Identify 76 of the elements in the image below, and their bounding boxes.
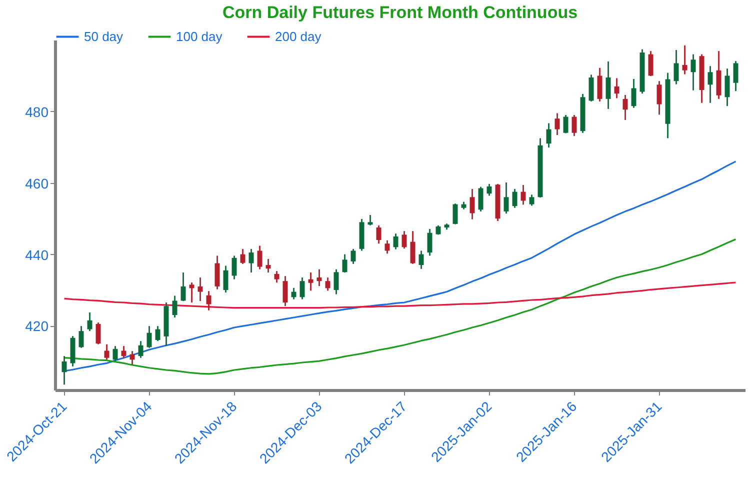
candlestick — [656, 80, 662, 116]
candlestick — [342, 254, 348, 274]
candlestick — [733, 60, 738, 92]
y-tick-label: 480 — [25, 104, 49, 120]
candlestick — [572, 114, 577, 137]
candlestick — [512, 188, 518, 209]
candlestick — [554, 112, 560, 136]
candlestick — [232, 255, 237, 280]
legend-label: 200 day — [275, 28, 322, 44]
y-tick-label: 460 — [25, 175, 49, 192]
candlestick — [376, 224, 382, 244]
y-tick-label: 420 — [25, 318, 49, 334]
candlestick — [724, 68, 730, 107]
candlestick — [146, 325, 152, 349]
candlestick — [682, 44, 688, 75]
candlestick — [410, 230, 416, 265]
candlestick — [350, 248, 356, 265]
candlestick — [597, 67, 602, 102]
candlestick — [622, 94, 628, 121]
candlestick — [104, 344, 110, 360]
candlestick — [708, 65, 713, 104]
candlestick — [62, 355, 67, 386]
candlestick — [368, 214, 373, 226]
legend-label: 50 day — [84, 28, 124, 44]
candlestick — [240, 248, 246, 265]
chart-title: Corn Daily Futures Front Month Continuous — [222, 3, 578, 22]
candlestick — [325, 276, 330, 292]
candlestick — [427, 228, 432, 256]
candlestick — [690, 54, 696, 92]
y-tick-label: 440 — [25, 246, 49, 263]
candlestick — [189, 282, 194, 304]
candlestick — [470, 188, 475, 220]
candlestick — [172, 295, 178, 318]
candlestick — [478, 186, 484, 212]
candlestick — [504, 182, 509, 214]
candlestick — [223, 265, 228, 294]
candlestick — [214, 255, 220, 290]
candlestick — [121, 345, 126, 359]
candlestick — [300, 276, 305, 300]
candlestick — [606, 60, 611, 110]
candlestick — [112, 345, 118, 362]
candlestick — [384, 240, 390, 254]
candlestick — [248, 248, 254, 274]
candlestick — [198, 276, 203, 302]
candlestick — [130, 350, 135, 366]
candlestick — [274, 270, 280, 284]
candlestick — [393, 232, 398, 250]
candlestick — [614, 78, 620, 99]
candlestick — [155, 325, 160, 342]
candlestick — [96, 322, 101, 345]
candlestick — [266, 258, 271, 274]
candlestick — [334, 268, 339, 295]
candlestick — [563, 114, 568, 134]
candlestick — [78, 325, 84, 349]
candlestick — [308, 272, 314, 292]
candlestick — [87, 312, 92, 332]
line-series — [63, 238, 737, 375]
candlestick — [486, 183, 492, 196]
candlestick — [674, 49, 679, 85]
candlestick — [206, 290, 212, 312]
candlestick — [529, 194, 534, 206]
candlestick — [180, 272, 186, 302]
candlestick — [402, 230, 407, 250]
candlestick — [648, 50, 654, 77]
candlestick — [316, 268, 322, 287]
candlestick — [418, 250, 424, 270]
candlestick — [631, 78, 636, 109]
candlestick — [520, 184, 526, 206]
candlestick — [138, 340, 144, 359]
candlestick — [257, 245, 262, 270]
candlestick — [546, 122, 552, 148]
candlestick — [282, 275, 288, 307]
candlestick — [452, 202, 458, 225]
legend-label: 100 day — [176, 28, 223, 44]
candlestick — [588, 74, 594, 102]
candlestick — [291, 287, 296, 300]
